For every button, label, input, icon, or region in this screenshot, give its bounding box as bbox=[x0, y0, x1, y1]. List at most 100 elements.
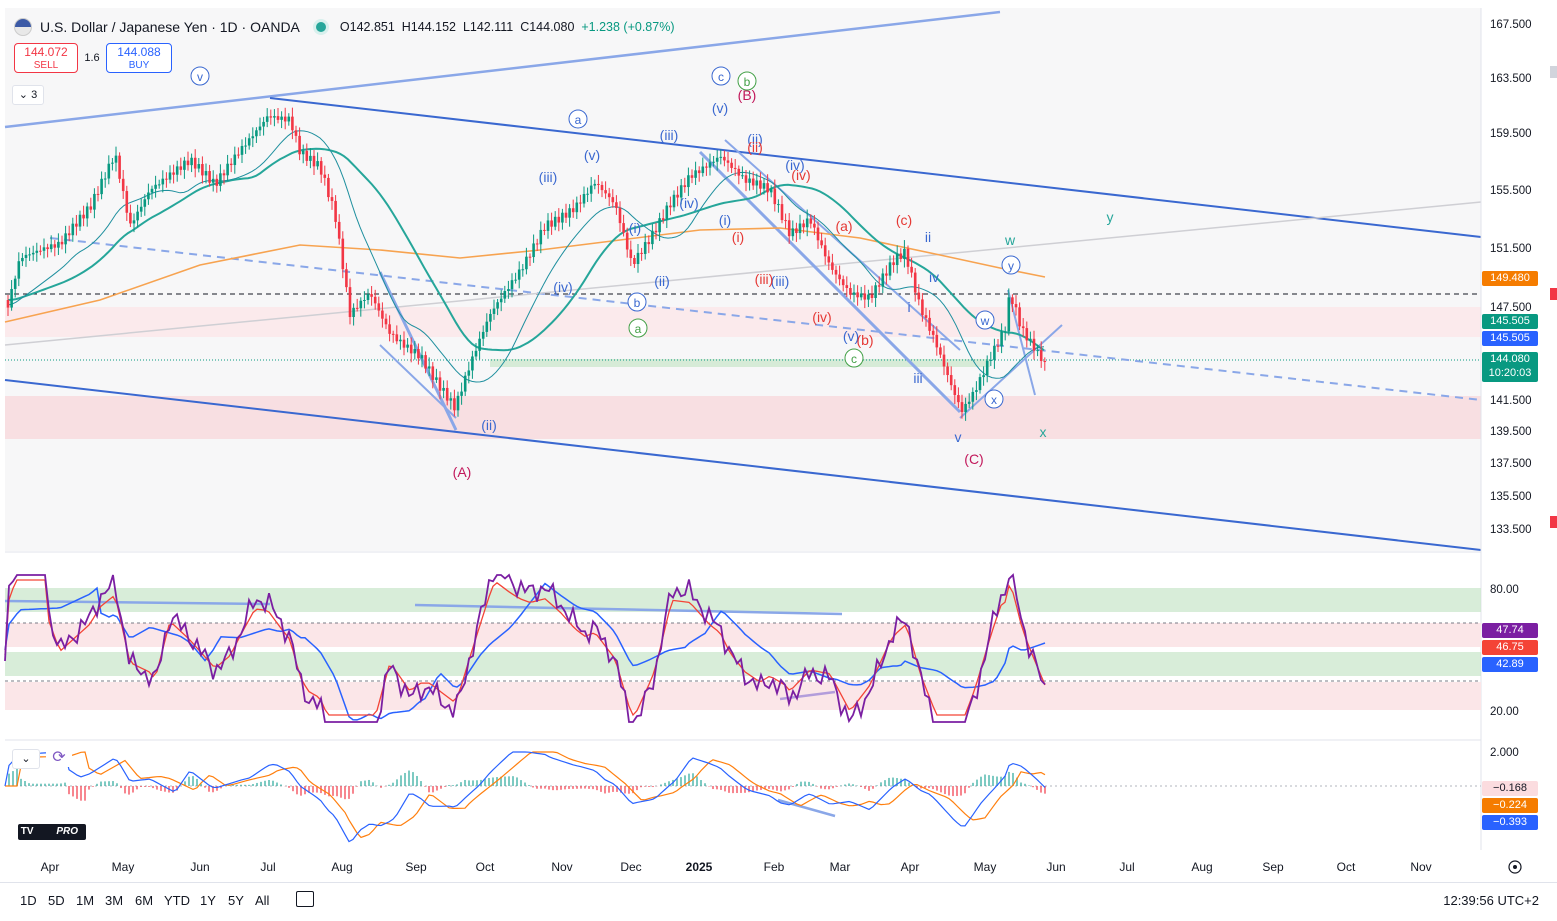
candle-body bbox=[500, 299, 503, 303]
settings-icon-dot bbox=[1513, 865, 1517, 869]
macd-hist-bar bbox=[812, 784, 814, 786]
candle-body bbox=[237, 155, 240, 156]
candle-body bbox=[849, 288, 852, 295]
timeframe-3m[interactable]: 3M bbox=[105, 893, 123, 908]
macd-hist-bar bbox=[1024, 784, 1026, 786]
macd-hist-bar bbox=[256, 783, 258, 786]
symbol-header[interactable]: U.S. Dollar / Japanese Yen · 1D · OANDA … bbox=[14, 18, 674, 36]
timeframe-6m[interactable]: 6M bbox=[135, 893, 153, 908]
candle-body bbox=[1036, 350, 1039, 351]
candle-body bbox=[925, 315, 928, 318]
macd-hist-bar bbox=[48, 784, 50, 786]
rsi-ma-badge: 42.89 bbox=[1482, 657, 1538, 672]
candle-body bbox=[468, 370, 471, 375]
clock[interactable]: 12:39:56 UTC+2 bbox=[1443, 893, 1539, 908]
sell-button[interactable]: 144.072 SELL bbox=[14, 43, 78, 73]
candle-body bbox=[266, 116, 269, 122]
candle-body bbox=[248, 138, 251, 145]
macd-hist-bar bbox=[368, 780, 370, 786]
candle-body bbox=[802, 223, 805, 227]
candle-body bbox=[313, 156, 316, 166]
wave-label: (iii) bbox=[660, 127, 679, 143]
refresh-icon[interactable]: ⟳ bbox=[46, 749, 72, 767]
chevron-down-icon[interactable]: ⌄ bbox=[12, 749, 40, 769]
candle-body bbox=[378, 303, 381, 310]
macd-hist-bar bbox=[832, 786, 834, 788]
timeframe-5y[interactable]: 5Y bbox=[228, 893, 244, 908]
macd-hist-bar bbox=[836, 786, 838, 787]
macd-hist-bar bbox=[712, 786, 714, 789]
symbol-title[interactable]: U.S. Dollar / Japanese Yen · 1D · OANDA bbox=[40, 19, 300, 35]
macd-hist-bar bbox=[428, 786, 430, 792]
alert-marker[interactable] bbox=[1550, 288, 1557, 300]
macd-hist-bar bbox=[688, 774, 690, 786]
macd-hist-bar bbox=[76, 786, 78, 799]
candle-body bbox=[75, 224, 78, 227]
candle-body bbox=[867, 295, 870, 300]
calendar-icon[interactable] bbox=[296, 891, 314, 907]
candle-body bbox=[590, 186, 593, 194]
macd-hist-bar bbox=[980, 777, 982, 786]
macd-hist-bar bbox=[276, 783, 278, 786]
candle-body bbox=[68, 233, 71, 235]
buy-button[interactable]: 144.088 BUY bbox=[106, 43, 172, 73]
timeframe-1d[interactable]: 1D bbox=[20, 893, 37, 908]
macd-hist-bar bbox=[992, 776, 994, 786]
macd-hist-bar bbox=[704, 783, 706, 786]
macd-hist-bar bbox=[252, 784, 254, 786]
time-tick: Jul bbox=[260, 860, 275, 874]
candle-body bbox=[36, 251, 39, 253]
candle-body bbox=[32, 253, 35, 255]
indicators-collapse-button[interactable]: ⌄ 3 bbox=[12, 85, 44, 105]
candle-body bbox=[363, 300, 366, 301]
candle-body bbox=[399, 340, 402, 342]
candle-body bbox=[957, 395, 960, 402]
macd-hist-bar bbox=[448, 785, 450, 786]
candle-body bbox=[10, 289, 13, 308]
macd-hist-bar bbox=[340, 786, 342, 798]
timeframe-1m[interactable]: 1M bbox=[76, 893, 94, 908]
timeframe-ytd[interactable]: YTD bbox=[164, 893, 190, 908]
candle-body bbox=[349, 287, 352, 317]
alert-marker[interactable] bbox=[1550, 516, 1557, 528]
macd-hist-bar bbox=[972, 783, 974, 786]
timeframe-1y[interactable]: 1Y bbox=[200, 893, 216, 908]
candle-body bbox=[356, 308, 359, 309]
scroll-marker[interactable] bbox=[1550, 66, 1557, 78]
timeframe-5d[interactable]: 5D bbox=[48, 893, 65, 908]
time-tick: Jun bbox=[1046, 860, 1065, 874]
macd-hist-bar bbox=[592, 786, 594, 789]
candle-body bbox=[799, 223, 802, 233]
candle-body bbox=[842, 279, 845, 285]
candle-body bbox=[388, 324, 391, 334]
candle-body bbox=[846, 285, 849, 288]
candle-body bbox=[25, 255, 28, 258]
candle-body bbox=[259, 127, 262, 131]
timeframe-all[interactable]: All bbox=[255, 893, 269, 908]
time-tick: Sep bbox=[405, 860, 427, 874]
candle-body bbox=[439, 377, 442, 390]
macd-hist-bar bbox=[188, 777, 190, 786]
candle-body bbox=[763, 183, 766, 189]
macd-hist-bar bbox=[488, 778, 490, 786]
wave-label: (iii) bbox=[771, 273, 790, 289]
bar-countdown: 10:20:03 bbox=[1489, 367, 1532, 379]
candle-body bbox=[291, 117, 294, 131]
candle-body bbox=[864, 293, 867, 299]
candle-body bbox=[619, 208, 622, 223]
wave-label: c bbox=[851, 352, 857, 366]
macd-hist-bar bbox=[144, 786, 146, 787]
candle-body bbox=[964, 404, 967, 412]
macd-hist-bar bbox=[580, 786, 582, 789]
macd-hist-bar bbox=[468, 780, 470, 786]
macd-hist-bar bbox=[436, 786, 438, 791]
candle-body bbox=[327, 178, 330, 197]
macd-hist-bar bbox=[196, 779, 198, 786]
candle-body bbox=[583, 194, 586, 204]
candle-body bbox=[334, 201, 337, 222]
macd-hist-bar bbox=[560, 786, 562, 790]
candle-body bbox=[565, 213, 568, 218]
